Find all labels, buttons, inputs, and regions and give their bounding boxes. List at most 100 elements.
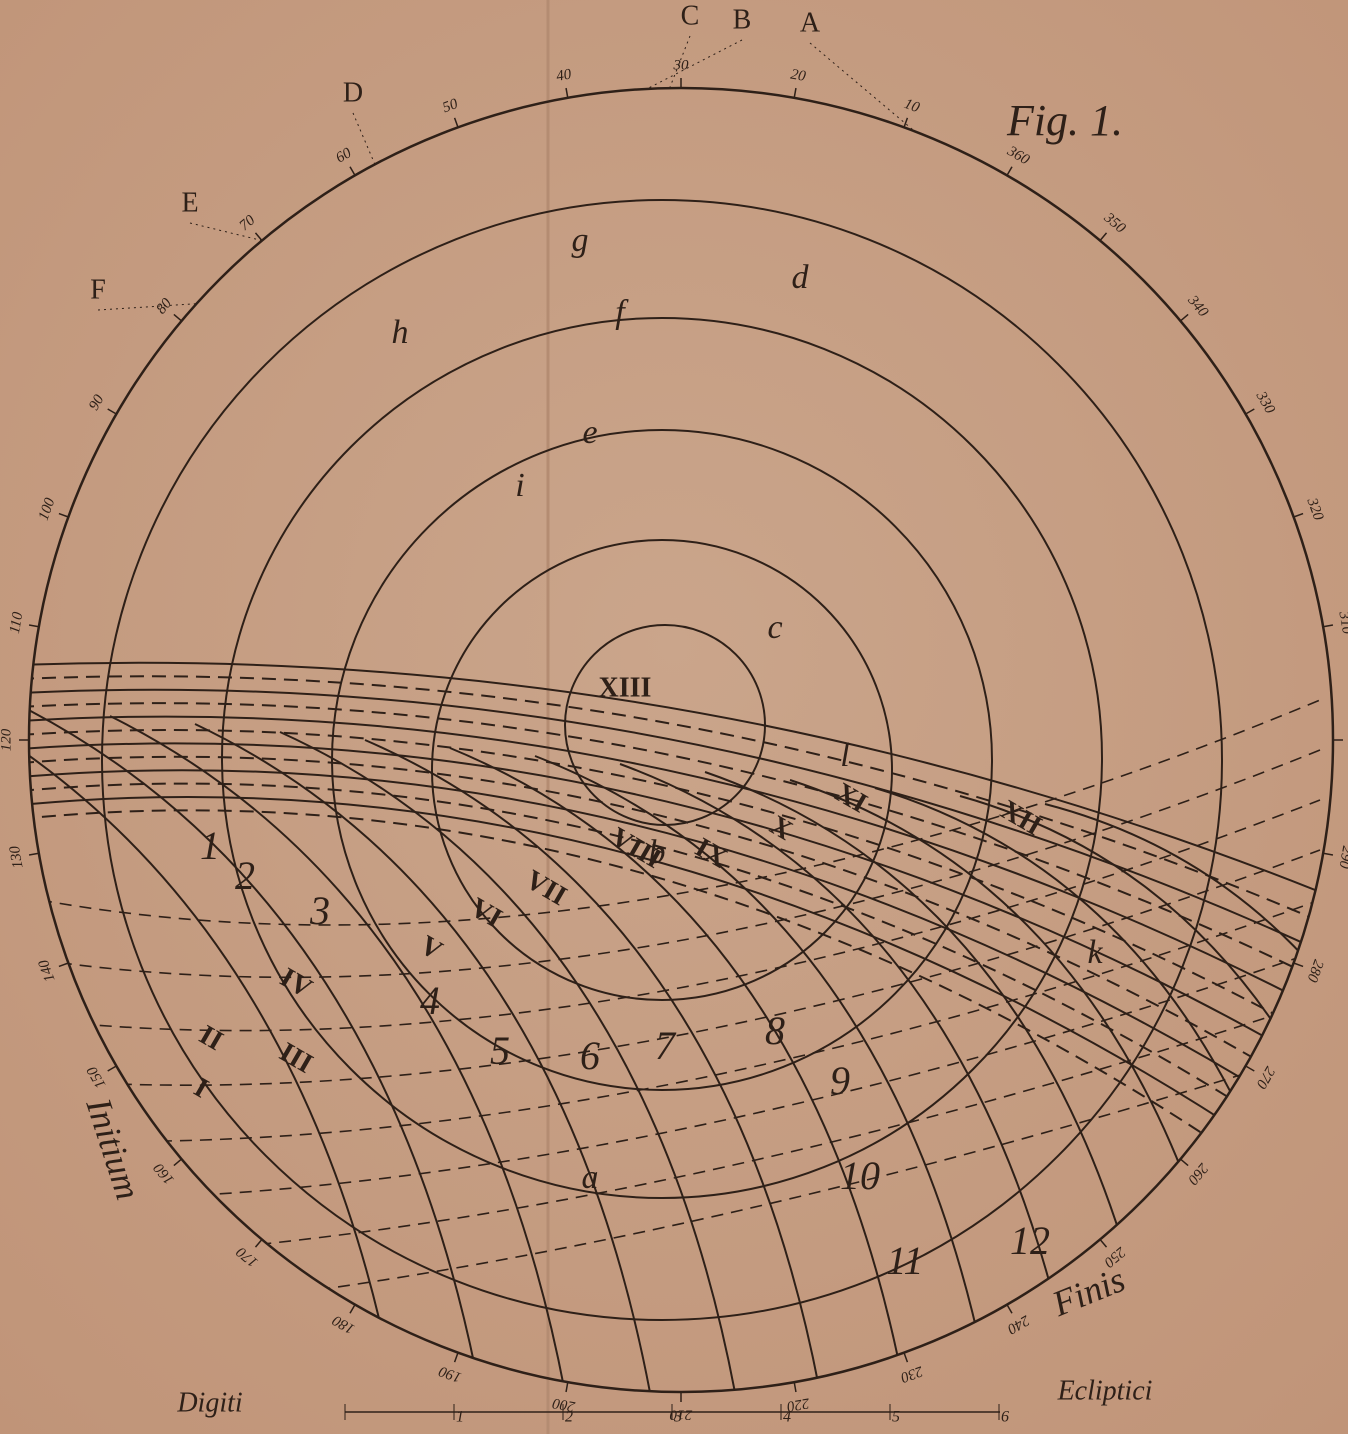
marker-label: E [181,187,198,218]
degree-tick [793,1381,797,1393]
path-line [29,795,1333,1201]
ring [431,539,893,1001]
degree-tick [173,1158,183,1167]
phase-number: 1 [200,823,220,868]
degree-tick [1293,962,1304,968]
marker-label: B [733,4,752,35]
phase-number: 9 [830,1058,850,1103]
degree-label: 290 [1335,845,1348,870]
path-line [29,729,1333,1051]
degree-tick [903,117,909,128]
degree-label: 130 [7,844,27,869]
marker-label: A [800,7,821,38]
degree-tick [1006,166,1013,176]
degree-tick [107,1065,117,1072]
phase-number: 7 [655,1023,677,1068]
path-line [29,742,1333,1081]
degree-label: 210 [669,1407,692,1423]
feature-label: c [767,609,782,646]
grid-cross [39,849,1321,1086]
feature-label: h [392,314,409,351]
marker-lead [189,222,263,242]
degree-tick [1245,408,1255,415]
path-line [29,769,1333,1141]
feature-label: g [572,222,589,259]
degree-tick [58,962,69,968]
degree-tick [1179,313,1189,322]
feature-label: k [1087,934,1103,971]
marker-label: C [681,0,700,31]
phase-number: 2 [235,853,255,898]
grid-cross [39,699,1321,926]
degree-label: 190 [437,1362,464,1385]
degree-tick [453,117,459,128]
degree-label: 100 [36,496,59,523]
scale-left: Digiti [176,1387,242,1418]
path-line [29,755,1333,1111]
degree-tick [1099,232,1108,242]
figure-label: Fig. 1. [1006,96,1123,145]
feature-label: i [515,467,524,504]
grid-cross [39,749,1321,979]
degree-tick [28,852,40,856]
phase-number: 11 [886,1238,923,1283]
path-line [29,809,1333,1231]
scale-tick-label: 3 [673,1409,682,1426]
path-line [29,661,1333,901]
degree-label: 280 [1303,957,1326,984]
feature-label: e [582,414,597,451]
degree-tick [1179,1158,1189,1167]
phase-number: 8 [765,1008,785,1053]
phase-number: 5 [490,1028,510,1073]
degree-tick [349,1304,356,1314]
grid-curve [194,723,656,1392]
degree-label: 230 [898,1363,925,1386]
degree-tick [1293,512,1304,518]
degree-tick [349,166,356,176]
grid-curve [619,763,1081,1392]
degree-label: 50 [441,96,461,116]
ring [331,429,993,1091]
degree-tick [107,408,117,415]
scale-tick-label: 2 [565,1409,573,1426]
path-line [29,702,1333,991]
scale-right: Ecliptici [1057,1375,1153,1406]
degree-tick [1245,1065,1255,1072]
degree-label: 140 [36,957,59,984]
degree-tick [28,624,40,628]
degree-label: 120 [0,728,14,751]
path-line [29,675,1333,931]
degree-tick [58,512,69,518]
phase-number: 4 [420,978,440,1023]
scale-tick-label: 1 [456,1409,464,1426]
grid-curve [449,747,911,1392]
degree-label: 220 [785,1394,810,1414]
phase-number: 12 [1010,1218,1050,1263]
grid-curve [109,715,571,1392]
degree-tick [1322,624,1334,628]
degree-tick [173,313,183,322]
grid-curve [534,755,996,1392]
grid-curve [959,795,1333,1392]
path-line [29,715,1333,1021]
degree-tick [565,1381,569,1393]
degree-label: 320 [1303,495,1326,523]
degree-tick [453,1352,459,1363]
scale-tick-label: 6 [1001,1409,1009,1426]
feature-label: d [792,259,810,296]
feature-label: l [840,737,849,774]
degree-label: 40 [555,66,573,84]
degree-tick [1099,1238,1108,1248]
grid-curve [279,731,741,1392]
phase-number: 10 [840,1153,880,1198]
degree-tick [793,87,797,99]
degree-tick [565,87,569,99]
degree-label: 20 [789,67,807,85]
marker-lead [809,42,915,132]
ring [101,199,1223,1321]
feature-label: b [649,834,666,871]
scale-tick-label: 5 [892,1409,900,1426]
phase-number: 3 [309,888,330,933]
degree-label: 310 [1335,609,1348,635]
